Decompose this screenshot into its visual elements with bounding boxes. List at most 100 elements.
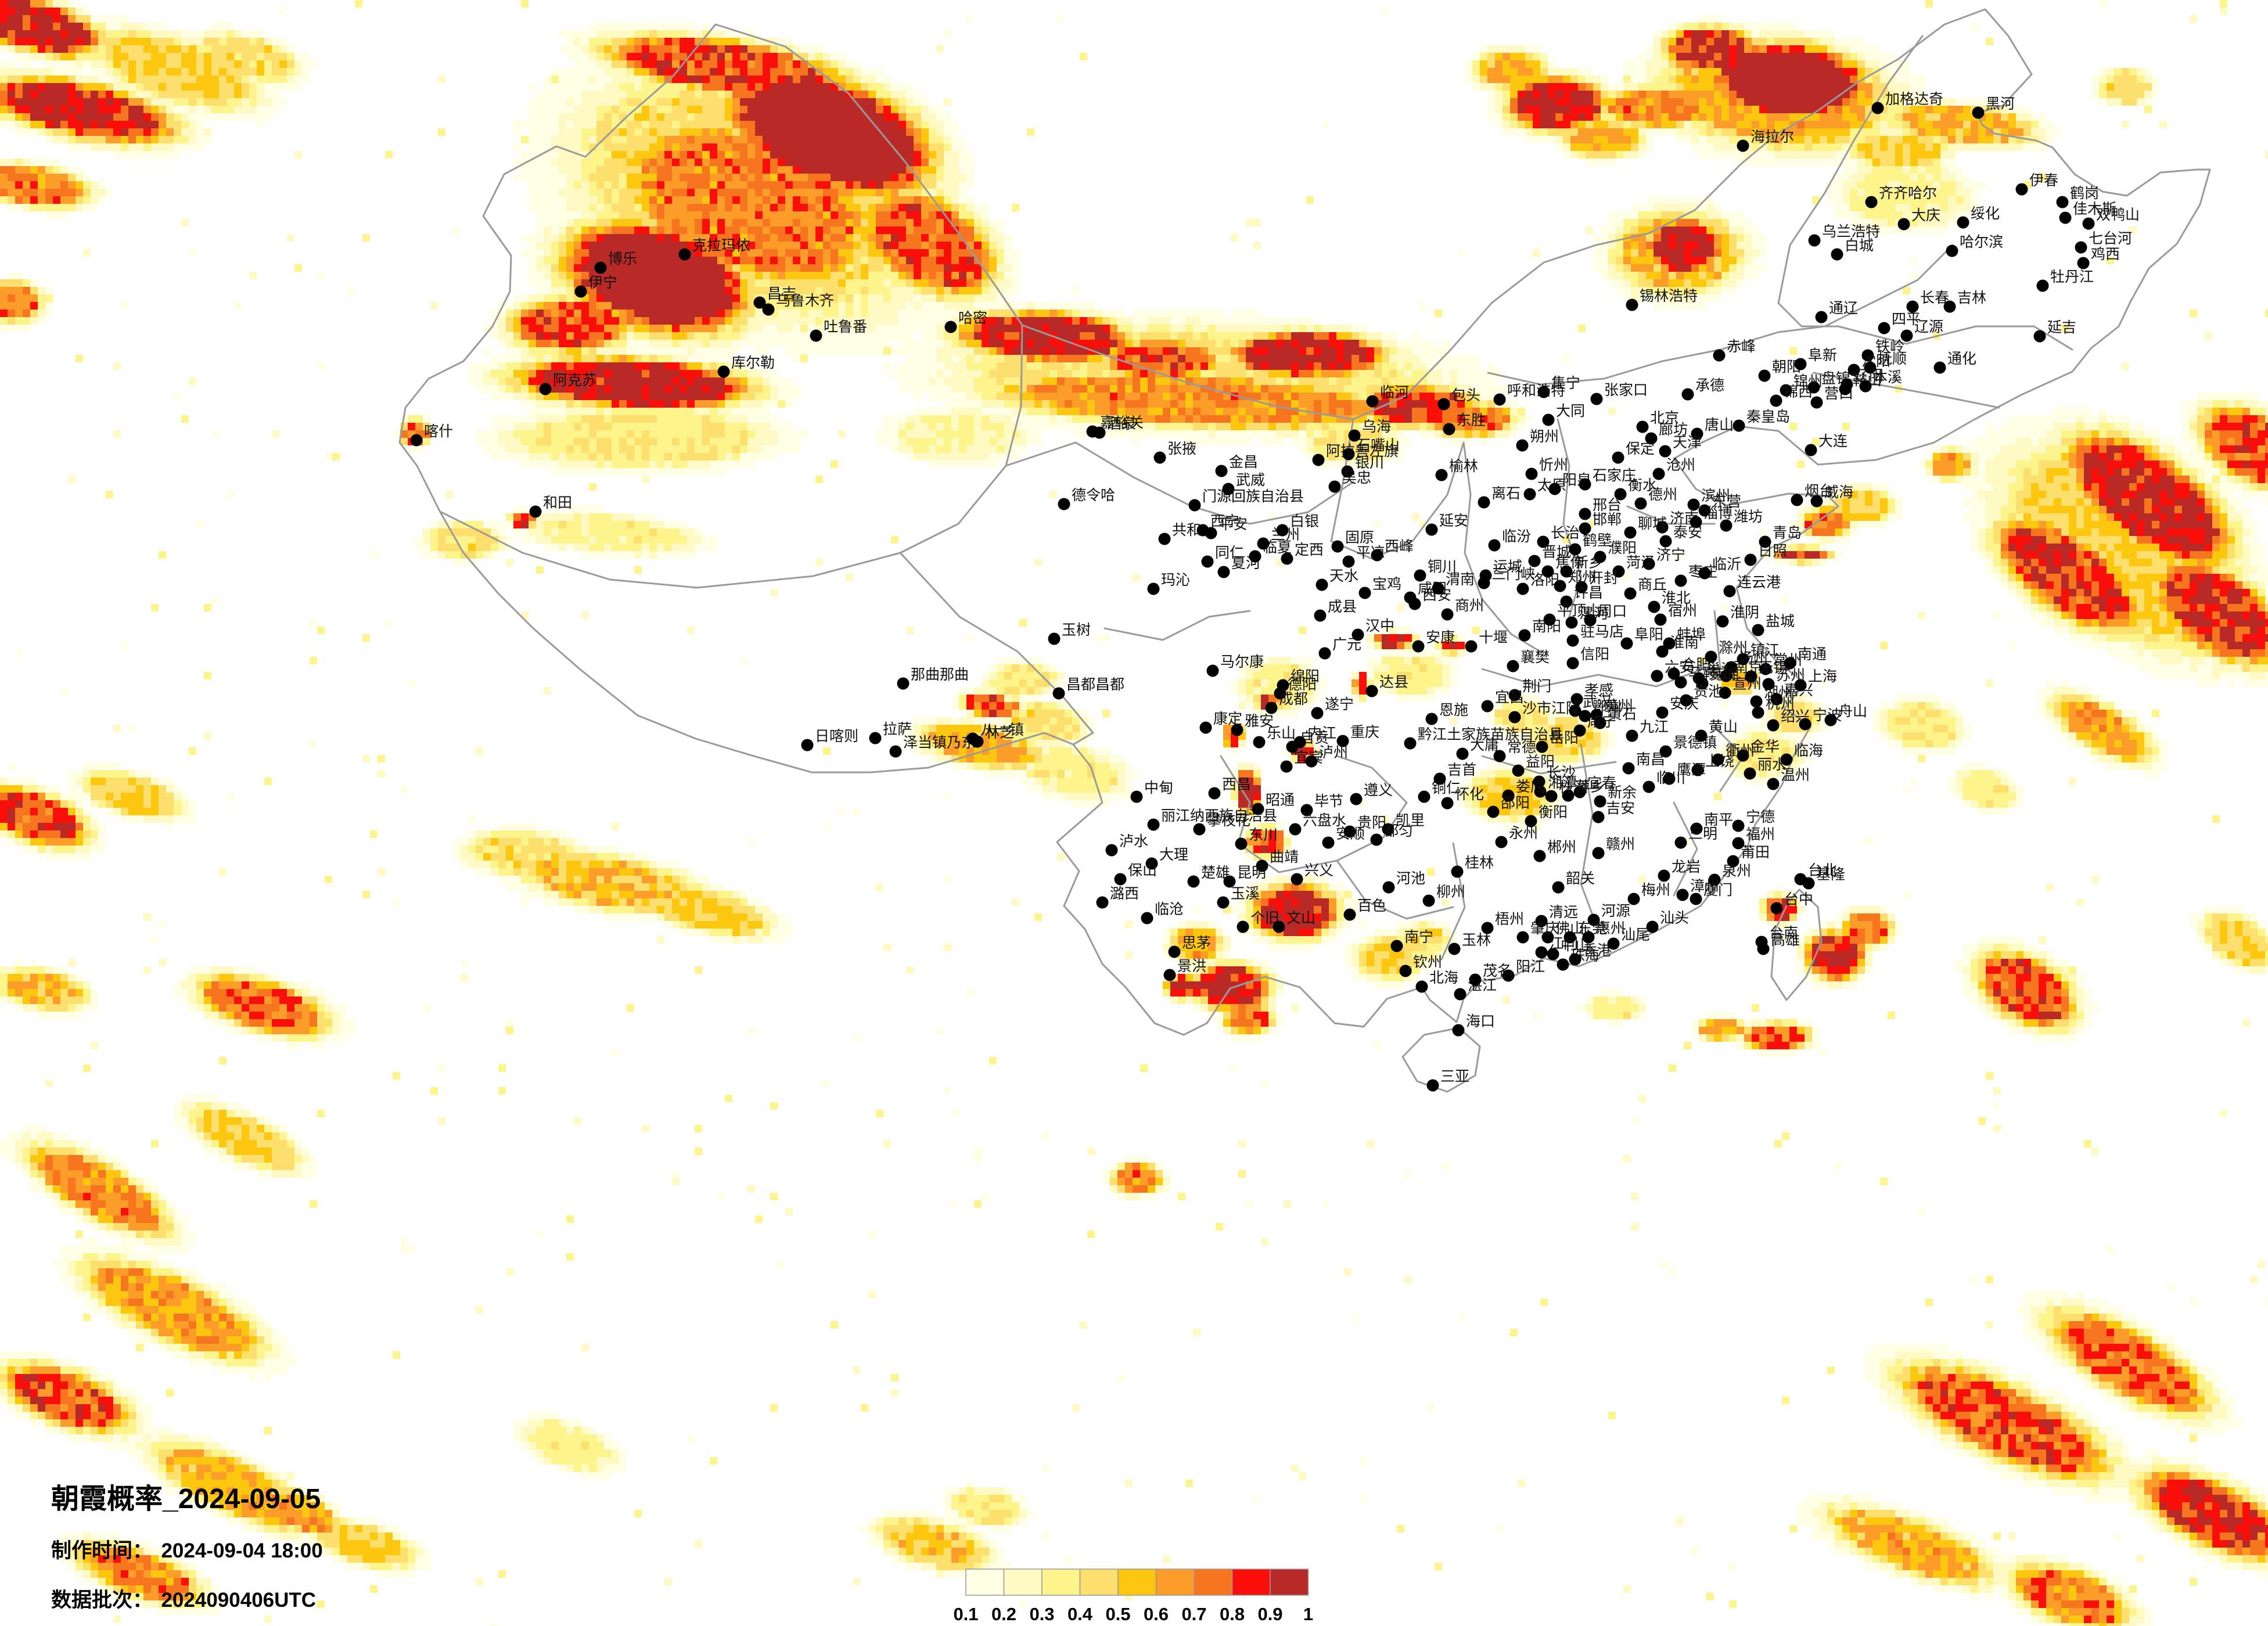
heatmap-cell [91,53,98,60]
heatmap-cell [1246,340,1253,347]
heatmap-cell [536,302,544,310]
heatmap-cell [1872,113,1880,121]
heatmap-cell [710,196,717,204]
heatmap-cell [680,204,687,211]
heatmap-cell [596,151,604,159]
heatmap-cell [959,340,966,347]
heatmap-cell [23,121,30,128]
heatmap-cell [687,113,695,121]
heatmap-cell [1669,23,1676,30]
heatmap-cell [649,136,657,143]
heatmap-cell [1805,75,1812,83]
heatmap-cell [544,106,551,113]
heatmap-cell [1933,151,1940,159]
heatmap-cell [951,310,959,317]
heatmap-cell [2099,68,2107,75]
heatmap-cell [8,317,15,325]
heatmap-cell [1842,174,1850,181]
heatmap-cell [151,23,159,30]
heatmap-cell [1080,310,1087,317]
heatmap-cell [45,98,53,106]
heatmap-cell [815,272,823,279]
heatmap-cell [1910,106,1918,113]
heatmap-cell [1721,211,1729,219]
heatmap-cell [196,75,204,83]
heatmap-cell [1586,68,1593,75]
heatmap-cell [982,340,989,347]
heatmap-cell [1216,317,1223,325]
heatmap-cell [664,166,672,174]
heatmap-cell [1299,340,1306,347]
heatmap-cell [1170,332,1178,340]
heatmap-cell [770,325,778,332]
heatmap-cell [23,68,30,75]
heatmap-cell [1065,332,1072,340]
heatmap-cell [800,45,808,53]
heatmap-cell [1714,264,1721,272]
heatmap-cell [619,75,627,83]
heatmap-cell [1684,204,1691,211]
heatmap-cell [1110,317,1117,325]
heatmap-cell [1820,68,1827,75]
heatmap-cell [181,128,189,136]
heatmap-cell [68,174,76,181]
heatmap-cell [211,68,219,75]
heatmap-cell [589,196,596,204]
heatmap-cell [846,287,853,294]
heatmap-cell [657,121,664,128]
heatmap-cell [717,340,725,347]
heatmap-cell [1170,310,1178,317]
heatmap-cell [1956,204,1963,211]
heatmap-cell [936,166,944,174]
heatmap-cell [551,166,559,174]
heatmap-cell [1503,53,1510,60]
heatmap-cell [838,60,846,68]
heatmap-cell [1835,75,1842,83]
heatmap-cell [725,38,732,45]
heatmap-cell [1676,75,1684,83]
heatmap-cell [1827,121,1835,128]
heatmap-cell [612,136,619,143]
heatmap-cell [1669,279,1676,287]
heatmap-cell [544,264,551,272]
heatmap-cell [529,332,536,340]
heatmap-cell [800,272,808,279]
heatmap-cell [589,257,596,264]
heatmap-cell [76,98,83,106]
heatmap-cell [642,325,649,332]
heatmap-cell [853,159,861,166]
heatmap-cell [672,196,680,204]
heatmap-cell [687,325,695,332]
heatmap-cell [1661,106,1669,113]
heatmap-cell [1789,83,1797,91]
heatmap-cell [1646,287,1654,294]
heatmap-cell [1503,91,1510,98]
heatmap-cell [1827,53,1835,60]
heatmap-cell [1744,234,1752,242]
heatmap-cell [544,325,551,332]
heatmap-cell [30,15,38,23]
heatmap-cell [1382,8,1389,15]
heatmap-cell [1706,60,1714,68]
heatmap-cell [529,121,536,128]
heatmap-cell [23,15,30,23]
heatmap-cell [642,257,649,264]
heatmap-cell [989,226,997,234]
heatmap-cell [1087,332,1095,340]
heatmap-cell [91,75,98,83]
heatmap-cell [861,174,868,181]
heatmap-cell [536,189,544,196]
heatmap-cell [574,340,581,347]
heatmap-cell [1601,226,1608,234]
heatmap-cell [2190,310,2197,317]
heatmap-cell [634,121,642,128]
heatmap-cell [823,257,831,264]
heatmap-cell [982,219,989,226]
heatmap-cell [1699,211,1706,219]
heatmap-cell [1646,242,1654,249]
heatmap-cell [929,279,936,287]
heatmap-cell [680,332,687,340]
heatmap-cell [98,23,106,30]
heatmap-cell [831,128,838,136]
heatmap-cell [778,151,785,159]
